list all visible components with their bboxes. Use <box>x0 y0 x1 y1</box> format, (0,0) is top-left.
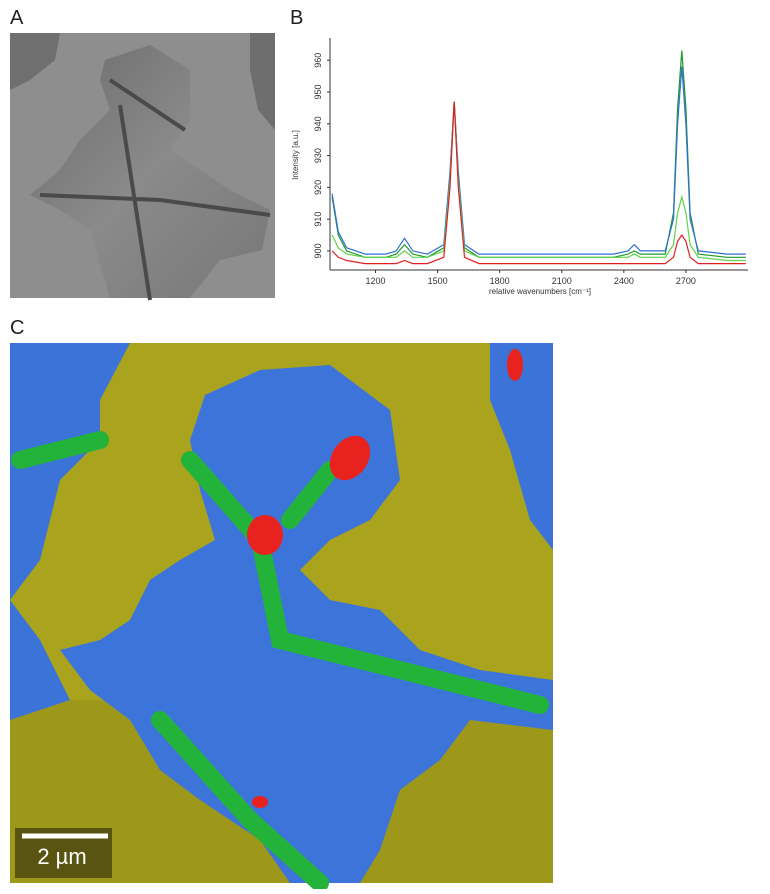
micrograph-a <box>10 33 275 301</box>
y-tick-label: 950 <box>313 85 323 100</box>
y-tick-label: 930 <box>313 148 323 163</box>
x-tick-label: 1200 <box>366 276 386 286</box>
y-tick-label: 900 <box>313 243 323 258</box>
y-tick-label: 910 <box>313 212 323 227</box>
x-axis-label: relative wavenumbers [cm⁻¹] <box>489 287 591 296</box>
panel-label: A <box>10 7 24 29</box>
x-tick-label: 2100 <box>552 276 572 286</box>
y-tick-label: 940 <box>313 116 323 131</box>
x-tick-label: 1800 <box>490 276 510 286</box>
x-tick-label: 2700 <box>676 276 696 286</box>
spectrum-line <box>331 50 746 258</box>
panel-label: C <box>10 317 24 339</box>
x-tick-label: 2400 <box>614 276 634 286</box>
scale-bar-label: 2 µm <box>37 844 86 869</box>
x-tick-label: 1500 <box>428 276 448 286</box>
panel-label: B <box>290 7 303 29</box>
y-axis-label: Intensity [a.u.] <box>291 130 300 180</box>
spectrum-chart: relative wavenumbers [cm⁻¹] Intensity [a… <box>291 38 748 296</box>
raman-map: 2 µm <box>10 343 553 892</box>
spectrum-line <box>331 101 746 262</box>
y-tick-label: 920 <box>313 180 323 195</box>
y-tick-label: 960 <box>313 53 323 68</box>
spectrum-line <box>331 66 746 255</box>
spectrum-line <box>331 101 746 265</box>
